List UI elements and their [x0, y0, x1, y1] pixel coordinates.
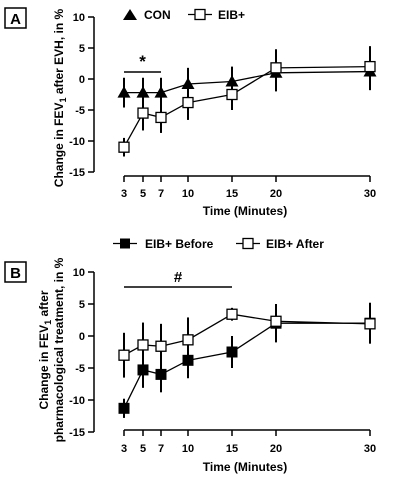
panel-a-x-axis-title: Time (Minutes)	[203, 204, 287, 218]
data-point	[155, 368, 167, 380]
legend-before-label: EIB+ Before	[145, 237, 214, 251]
panel-b-ylabel-sub: 1	[43, 320, 53, 325]
y-tick-label: -10	[69, 395, 85, 407]
data-point	[118, 141, 130, 153]
data-point	[117, 86, 131, 98]
panel-b: B Change in FEV1 after pharmacological t…	[4, 237, 376, 474]
data-point	[136, 86, 150, 98]
x-tick-label: 15	[226, 188, 238, 200]
data-point	[226, 88, 238, 101]
x-tick-label: 7	[158, 188, 164, 200]
series-con	[117, 52, 377, 108]
legend-after-label: EIB+ After	[266, 237, 324, 251]
legend-con-label: CON	[144, 8, 171, 22]
data-point	[182, 96, 194, 109]
panel-b-label: B	[10, 265, 21, 282]
panel-a-ylabel-sub: 1	[58, 97, 68, 102]
x-tick-label: 7	[158, 443, 164, 455]
panel-b-ylabel-part2: after	[37, 290, 51, 320]
x-tick-label: 3	[121, 188, 127, 200]
significance-marker: *	[139, 52, 146, 71]
x-tick-label: 10	[182, 188, 194, 200]
x-tick-label: 30	[364, 443, 376, 455]
data-point	[270, 62, 282, 74]
panel-a-legend: CON EIB+	[123, 8, 245, 22]
data-point	[364, 318, 376, 330]
significance-marker: #	[174, 269, 183, 286]
panel-a-series	[117, 46, 377, 157]
legend-before-marker	[120, 238, 130, 249]
panel-a-y-axis-title: Change in FEV1 after EVH, in %	[52, 8, 68, 187]
svg-text:Change in FEV1 after EVH, in %: Change in FEV1 after EVH, in %	[52, 8, 68, 187]
x-tick-label: 5	[140, 443, 146, 455]
data-point	[181, 77, 195, 89]
x-tick-label: 10	[182, 443, 194, 455]
x-tick-label: 3	[121, 443, 127, 455]
y-tick-label: 5	[79, 43, 85, 55]
legend-eib-label: EIB+	[218, 8, 245, 22]
y-tick-label: 10	[73, 12, 85, 24]
x-tick-label: 30	[364, 188, 376, 200]
panel-b-series	[118, 302, 376, 418]
panel-b-label-box	[4, 261, 27, 283]
panel-a-label-box	[4, 7, 27, 29]
data-point	[137, 364, 149, 376]
series-eib-	[118, 46, 376, 157]
panel-b-annotation: #	[124, 269, 232, 288]
panel-a-ylabel-part1: Change in FEV	[52, 103, 66, 188]
y-tick-label: -15	[69, 167, 85, 179]
panel-b-x-axis-title: Time (Minutes)	[203, 460, 287, 474]
data-point	[226, 346, 238, 358]
panel-b-ylabel-line2: pharmacological treatment, in %	[52, 257, 66, 442]
y-tick-label: -10	[69, 136, 85, 148]
x-tick-label: 20	[270, 188, 282, 200]
y-tick-label: -15	[69, 427, 85, 439]
data-point	[226, 308, 238, 320]
data-point	[364, 60, 376, 73]
data-point	[155, 340, 167, 352]
panel-b-legend: EIB+ Before EIB+ After	[113, 237, 324, 251]
y-tick-label: -5	[75, 105, 85, 117]
data-point	[118, 402, 130, 414]
y-tick-label: 0	[79, 331, 85, 343]
y-tick-label: 5	[79, 299, 85, 311]
series-eib-before	[118, 302, 376, 418]
y-tick-label: 0	[79, 74, 85, 86]
panel-b-ylabel-part1: Change in FEV	[37, 325, 51, 410]
y-tick-label: -5	[75, 363, 85, 375]
data-point	[182, 334, 194, 346]
y-tick-label: 10	[73, 267, 85, 279]
data-point	[154, 86, 168, 98]
panel-a: A Change in FEV1 after EVH, in % -15 -10 -…	[4, 7, 377, 218]
legend-after-marker	[242, 237, 254, 250]
x-tick-label: 20	[270, 443, 282, 455]
panel-a-ylabel-part2: after EVH, in %	[52, 8, 66, 97]
panel-a-annotation: *	[124, 52, 161, 73]
data-point	[118, 349, 130, 361]
data-point	[270, 315, 282, 327]
x-tick-label: 5	[140, 188, 146, 200]
legend-eib-marker	[194, 8, 206, 21]
svg-text:Change in FEV1 after: Change in FEV1 after	[37, 290, 53, 409]
x-tick-label: 15	[226, 443, 238, 455]
legend-con-marker	[123, 9, 137, 20]
series-eib-after	[118, 305, 376, 378]
panel-a-label: A	[10, 11, 21, 28]
data-point	[137, 107, 149, 119]
data-point	[137, 339, 149, 351]
data-point	[155, 111, 167, 124]
panel-b-y-axis-title: Change in FEV1 after pharmacological tre…	[37, 257, 66, 442]
